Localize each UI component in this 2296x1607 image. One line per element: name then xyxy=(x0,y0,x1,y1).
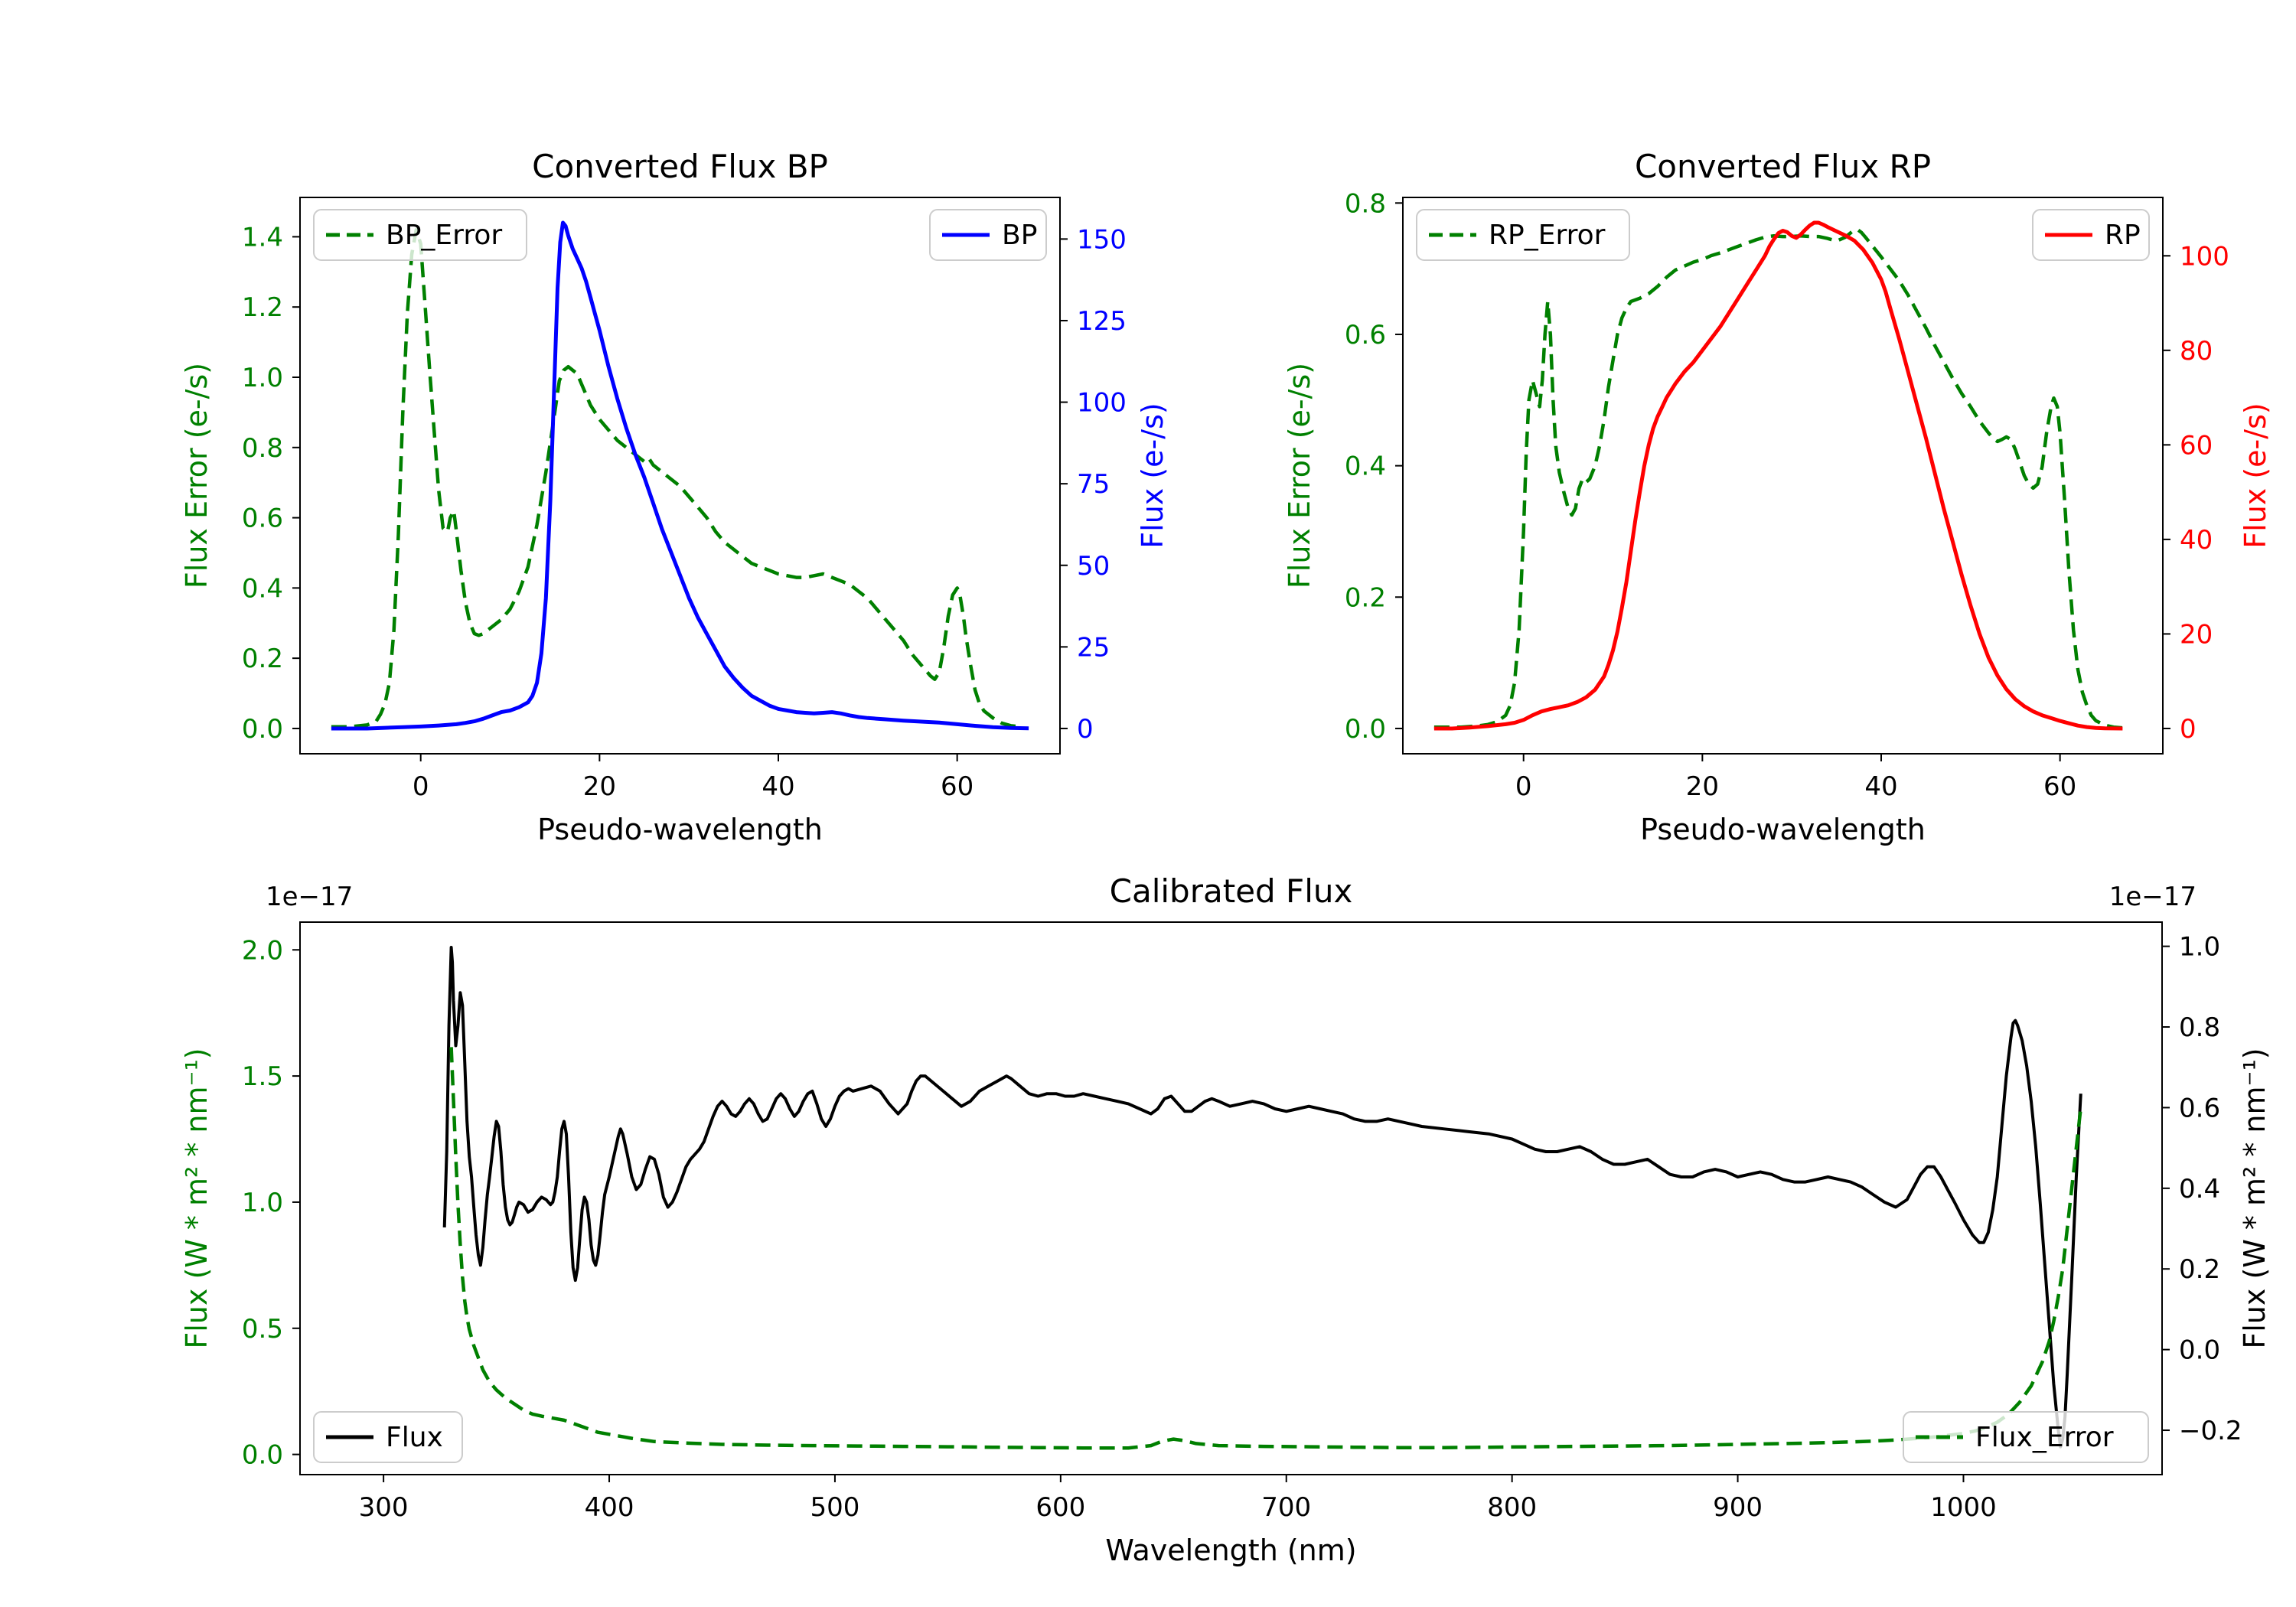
left-axis-label: Flux (W * m² * nm⁻¹) xyxy=(180,1048,214,1348)
x-tick-label: 40 xyxy=(1864,771,1897,802)
legend-box xyxy=(313,1411,463,1463)
x-axis-label: Wavelength (nm) xyxy=(1105,1534,1356,1567)
series-flux xyxy=(442,946,2082,1449)
left-y-tick-label: 0.4 xyxy=(242,573,283,604)
left-y-tick-label: 1.2 xyxy=(242,292,283,323)
legend-box xyxy=(1903,1411,2149,1463)
x-axis-label: Pseudo-wavelength xyxy=(1640,813,1926,846)
x-tick-label: 20 xyxy=(1686,771,1719,802)
legend-box xyxy=(313,209,527,261)
x-tick-label: 600 xyxy=(1035,1492,1085,1523)
left-y-tick-label: 0.4 xyxy=(1345,451,1386,482)
left-y-tick-label: 0.0 xyxy=(242,1440,283,1471)
right-y-tick-label: 0.8 xyxy=(2179,1012,2220,1043)
x-tick-label: 800 xyxy=(1487,1492,1537,1523)
x-tick-label: 400 xyxy=(585,1492,634,1523)
left-y-tick-label: 1.4 xyxy=(242,222,283,253)
legend-label: Flux_Error xyxy=(1975,1422,2114,1453)
right-y-tick-label: 0 xyxy=(2180,714,2197,745)
x-tick-label: 500 xyxy=(810,1492,859,1523)
chart-title: Calibrated Flux xyxy=(1110,872,1353,910)
x-tick-label: 60 xyxy=(2043,771,2076,802)
right-y-tick-label: 25 xyxy=(1077,632,1110,663)
axes-frame xyxy=(299,921,2163,1475)
x-tick-label: 20 xyxy=(583,771,616,802)
left-y-tick-label: 0.8 xyxy=(1345,188,1386,219)
legend-box xyxy=(1416,209,1630,261)
legend-label: RP xyxy=(2105,220,2141,251)
legend-label: BP xyxy=(1002,220,1037,251)
x-tick-label: 700 xyxy=(1261,1492,1311,1523)
left-y-tick-label: 1.0 xyxy=(242,363,283,393)
legend-rp_error: RP_Error xyxy=(1416,209,1630,261)
x-tick-label: 0 xyxy=(413,771,429,802)
right-y-tick-label: 1.0 xyxy=(2179,932,2220,963)
right-y-tick-label: 0.2 xyxy=(2179,1254,2220,1285)
right-axis-label: Flux (W * m² * nm⁻¹) xyxy=(2238,1048,2272,1348)
left-y-tick-label: 0.2 xyxy=(242,644,283,674)
chart-title: Converted Flux RP xyxy=(1635,148,1931,185)
x-tick-label: 1000 xyxy=(1930,1492,1997,1523)
right-y-tick-label: 60 xyxy=(2180,430,2213,461)
legend-flux_error: Flux_Error xyxy=(1903,1411,2149,1463)
right-y-tick-label: 100 xyxy=(1077,388,1127,419)
axes-frame xyxy=(299,197,1061,755)
chart-bp: 0 20 40 60 0.0 0.2 0.4 0.6 0.8 1.0 1.2 1.4 Flux Erro… xyxy=(180,148,1169,846)
legend-bp: BP xyxy=(929,209,1047,261)
series-rp_error xyxy=(1433,227,2123,730)
x-tick-label: 60 xyxy=(941,771,974,802)
left-y-tick-label: 0.0 xyxy=(242,714,283,745)
x-tick-label: 40 xyxy=(762,771,794,802)
right-y-tick-label: 0.6 xyxy=(2179,1093,2220,1123)
right-y-tick-label: 0.0 xyxy=(2179,1335,2220,1366)
chart-rp: 0 20 40 60 0.0 0.2 0.4 0.6 0.8 Flux Error (e-/s) 0… xyxy=(1283,148,2272,846)
legend-flux: Flux xyxy=(313,1411,463,1463)
right-y-tick-label: 75 xyxy=(1077,469,1110,500)
right-y-tick-label: 80 xyxy=(2180,336,2213,367)
right-y-tick-label: 0 xyxy=(1077,714,1094,745)
x-tick-label: 0 xyxy=(1515,771,1532,802)
legend-bp_error: BP_Error xyxy=(313,209,527,261)
left-axis-label: Flux Error (e-/s) xyxy=(180,363,214,588)
right-axis-label: Flux (e-/s) xyxy=(1136,403,1169,548)
axes-frame xyxy=(1402,197,2164,755)
legend-label: RP_Error xyxy=(1489,220,1606,251)
x-axis-label: Pseudo-wavelength xyxy=(537,813,823,846)
left-y-tick-label: 0.6 xyxy=(1345,320,1386,350)
left-y-tick-label: 0.6 xyxy=(242,504,283,534)
left-y-tick-label: 2.0 xyxy=(242,935,283,966)
series-rp xyxy=(1433,220,2123,731)
left-y-tick-label: 0.8 xyxy=(242,433,283,464)
series-flux_error xyxy=(449,1047,2083,1450)
x-tick-label: 900 xyxy=(1713,1492,1763,1523)
left-y-tick-label: 0.2 xyxy=(1345,582,1386,613)
right-y-tick-label: 50 xyxy=(1077,551,1110,582)
left-y-tick-label: 1.0 xyxy=(242,1188,283,1218)
right-y-tick-label: 125 xyxy=(1077,306,1127,337)
chart-title: Converted Flux BP xyxy=(532,148,828,185)
legend-label: Flux xyxy=(386,1422,443,1453)
legend-rp: RP xyxy=(2032,209,2150,261)
left-axis-label: Flux Error (e-/s) xyxy=(1283,363,1316,588)
left-y-tick-label: 0.0 xyxy=(1345,714,1386,745)
series-bp_error xyxy=(331,227,1020,729)
legend-label: BP_Error xyxy=(386,220,502,251)
right-y-tick-label: 0.4 xyxy=(2179,1174,2220,1204)
left-y-tick-label: 0.5 xyxy=(242,1314,283,1345)
right-offset-text: 1e−17 xyxy=(2109,882,2197,912)
chart-calibrated: 300 400 500 600 700 800 900 1000 0.0 0.5 1.0 1.5 2.0… xyxy=(180,872,2272,1567)
left-offset-text: 1e−17 xyxy=(266,882,353,912)
right-y-tick-label: −0.2 xyxy=(2179,1416,2242,1446)
right-y-tick-label: 100 xyxy=(2180,241,2229,272)
right-axis-label: Flux (e-/s) xyxy=(2239,403,2272,548)
x-tick-label: 300 xyxy=(359,1492,409,1523)
right-y-tick-label: 40 xyxy=(2180,525,2213,556)
left-y-tick-label: 1.5 xyxy=(242,1061,283,1092)
right-y-tick-label: 150 xyxy=(1077,224,1127,255)
right-y-tick-label: 20 xyxy=(2180,619,2213,650)
series-bp xyxy=(331,220,1029,731)
